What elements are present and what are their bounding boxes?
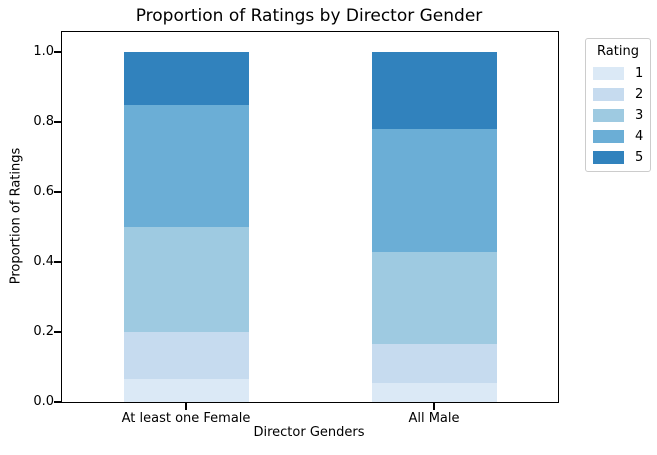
legend-entry-label: 1 xyxy=(635,66,644,81)
legend-entry-label: 4 xyxy=(635,129,644,144)
y-tick-mark xyxy=(54,261,62,263)
bar-segment xyxy=(123,52,249,105)
legend-entry-label: 2 xyxy=(635,87,644,102)
y-tick-mark xyxy=(54,121,62,123)
legend-entry: 5 xyxy=(593,147,643,168)
legend-title: Rating xyxy=(597,44,639,59)
legend-swatch xyxy=(593,109,624,122)
legend-entry: 2 xyxy=(593,84,643,105)
legend: Rating 1 2 3 4 5 xyxy=(585,38,651,172)
legend-entry-label: 3 xyxy=(635,108,644,123)
x-tick-mark xyxy=(185,402,187,410)
x-tick-label: At least one Female xyxy=(121,411,251,426)
y-tick-label: 0.4 xyxy=(33,254,54,269)
chart-title: Proportion of Ratings by Director Gender xyxy=(135,6,483,26)
legend-entries: 1 2 3 4 5 xyxy=(593,63,643,168)
y-tick-mark xyxy=(54,191,62,193)
x-tick-label: All Male xyxy=(408,411,460,426)
bar-segment xyxy=(123,379,249,402)
bar-segment xyxy=(371,382,497,402)
x-axis-label: Director Genders xyxy=(253,425,365,440)
legend-swatch xyxy=(593,67,624,80)
y-tick-label: 0.0 xyxy=(33,394,54,409)
bar-segment xyxy=(123,104,249,227)
legend-swatch xyxy=(593,151,624,164)
plot-area: 0.0 0.2 0.4 0.6 0.8 1.0 At least one Female All… xyxy=(33,31,559,426)
y-tick-label: 0.2 xyxy=(33,324,54,339)
legend-swatch xyxy=(593,130,624,143)
legend-entry: 3 xyxy=(593,105,643,126)
legend-entry-label: 5 xyxy=(635,150,644,165)
legend-entry: 1 xyxy=(593,63,643,84)
x-tick-mark xyxy=(433,402,435,410)
y-tick-label: 0.8 xyxy=(33,114,54,129)
bar-segment xyxy=(371,129,497,252)
legend-swatch xyxy=(593,88,624,101)
y-tick-mark xyxy=(54,331,62,333)
y-tick-mark xyxy=(54,51,62,53)
y-tick-label: 1.0 xyxy=(33,44,54,59)
y-tick-mark xyxy=(54,401,62,403)
bar-segment xyxy=(123,332,249,380)
legend-entry: 4 xyxy=(593,126,643,147)
bar-segment xyxy=(123,227,249,332)
bar-segment xyxy=(371,251,497,345)
bar-segment xyxy=(371,52,497,129)
y-tick-label: 0.6 xyxy=(33,184,54,199)
bar-segment xyxy=(371,344,497,383)
